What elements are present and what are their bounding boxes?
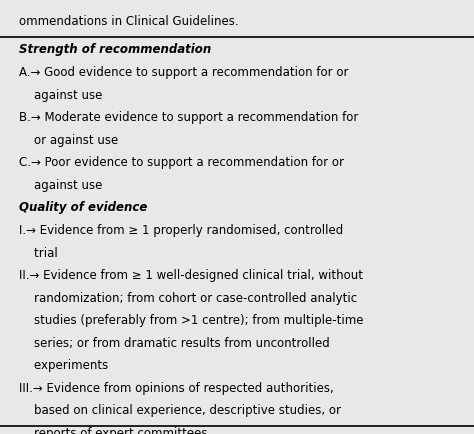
Text: I.→ Evidence from ≥ 1 properly randomised, controlled: I.→ Evidence from ≥ 1 properly randomise… [19, 224, 343, 237]
Text: III.→ Evidence from opinions of respected authorities,: III.→ Evidence from opinions of respecte… [19, 382, 334, 395]
Text: series; or from dramatic results from uncontrolled: series; or from dramatic results from un… [19, 337, 330, 350]
Text: B.→ Moderate evidence to support a recommendation for: B.→ Moderate evidence to support a recom… [19, 111, 358, 124]
Text: C.→ Poor evidence to support a recommendation for or: C.→ Poor evidence to support a recommend… [19, 156, 344, 169]
Text: based on clinical experience, descriptive studies, or: based on clinical experience, descriptiv… [19, 404, 341, 418]
Text: experiments: experiments [19, 359, 108, 372]
Text: reports of expert committees: reports of expert committees [19, 427, 208, 434]
Text: Strength of recommendation: Strength of recommendation [19, 43, 211, 56]
Text: A.→ Good evidence to support a recommendation for or: A.→ Good evidence to support a recommend… [19, 66, 348, 79]
Text: studies (preferably from >1 centre); from multiple-time: studies (preferably from >1 centre); fro… [19, 314, 364, 327]
Text: or against use: or against use [19, 134, 118, 147]
Text: Quality of evidence: Quality of evidence [19, 201, 147, 214]
Text: trial: trial [19, 247, 58, 260]
Text: ommendations in Clinical Guidelines.: ommendations in Clinical Guidelines. [19, 15, 238, 28]
Text: against use: against use [19, 89, 102, 102]
Text: II.→ Evidence from ≥ 1 well-designed clinical trial, without: II.→ Evidence from ≥ 1 well-designed cli… [19, 269, 363, 282]
Text: against use: against use [19, 179, 102, 192]
Text: randomization; from cohort or case-controlled analytic: randomization; from cohort or case-contr… [19, 292, 357, 305]
